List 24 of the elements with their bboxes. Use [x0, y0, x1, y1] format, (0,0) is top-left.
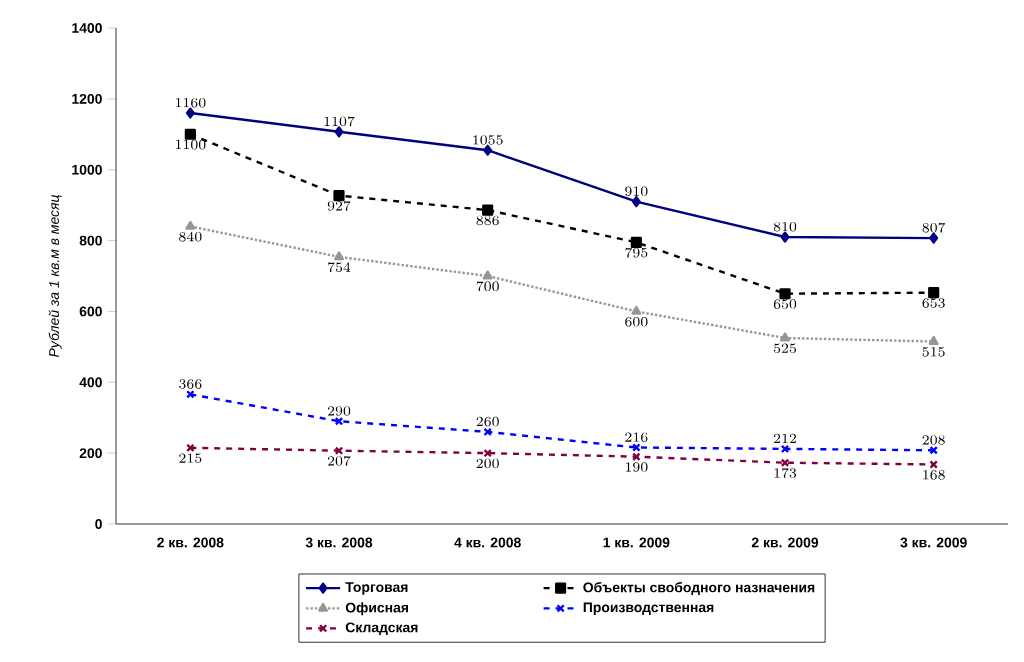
point	[780, 231, 790, 243]
point	[780, 332, 791, 342]
point	[482, 204, 494, 216]
point	[632, 452, 641, 461]
point	[929, 446, 938, 455]
point	[186, 390, 195, 399]
point	[483, 144, 493, 156]
point	[929, 232, 939, 244]
point	[334, 126, 344, 138]
point	[631, 305, 642, 315]
point	[185, 107, 195, 119]
point	[334, 446, 344, 455]
point	[184, 128, 196, 140]
point	[928, 287, 940, 299]
point	[482, 270, 493, 280]
point	[779, 288, 791, 300]
point	[186, 443, 195, 453]
point	[334, 251, 345, 261]
point	[483, 448, 492, 458]
point	[185, 220, 196, 230]
point	[631, 196, 641, 208]
point	[333, 189, 345, 202]
point	[630, 236, 642, 248]
point	[928, 335, 939, 345]
